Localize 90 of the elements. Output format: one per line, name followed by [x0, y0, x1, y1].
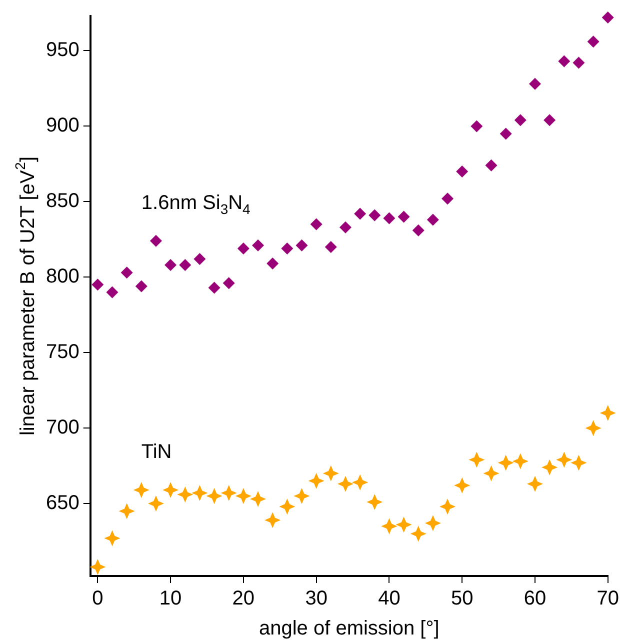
point	[296, 239, 308, 252]
point	[556, 452, 572, 468]
point	[179, 259, 192, 272]
point	[177, 486, 194, 502]
point	[426, 214, 439, 226]
point	[366, 494, 383, 510]
point	[585, 420, 602, 436]
point	[279, 498, 296, 515]
point	[235, 488, 252, 504]
point	[308, 472, 324, 489]
point	[602, 12, 614, 24]
point	[281, 242, 294, 254]
point	[135, 280, 148, 292]
point	[294, 488, 310, 504]
point	[381, 518, 398, 534]
point	[514, 114, 526, 126]
point	[600, 404, 616, 421]
point	[526, 476, 543, 492]
x-tick-label: 0	[92, 588, 104, 610]
x-tick-label: 40	[378, 588, 400, 610]
x-axis-title: angle of emission [°]	[258, 618, 440, 640]
point	[396, 516, 412, 533]
point	[118, 503, 135, 520]
point	[237, 242, 250, 254]
point	[354, 208, 366, 220]
point	[120, 266, 133, 279]
point	[266, 258, 279, 270]
point	[544, 114, 556, 126]
point	[587, 36, 600, 48]
y-tick-label: 800	[46, 266, 80, 288]
point	[106, 286, 118, 298]
point	[440, 498, 456, 515]
point	[468, 452, 485, 468]
point	[148, 496, 164, 512]
point	[104, 530, 120, 546]
x-tick-label: 20	[232, 588, 255, 610]
point	[412, 224, 424, 236]
point	[512, 453, 528, 470]
point	[324, 240, 337, 253]
series-label: TiN	[141, 440, 172, 463]
y-axis-title: linear parameter B of U2T [eV2]	[12, 156, 39, 436]
point	[485, 159, 498, 172]
point	[339, 221, 352, 234]
point	[310, 218, 322, 230]
point	[542, 459, 558, 476]
point	[208, 282, 220, 294]
point	[222, 277, 235, 290]
point	[264, 512, 281, 528]
point	[162, 482, 179, 498]
x-tick-label: 50	[450, 588, 474, 610]
point	[570, 454, 587, 471]
point	[150, 234, 162, 247]
point	[498, 454, 514, 471]
point	[398, 210, 410, 223]
point	[528, 78, 541, 90]
point	[383, 212, 396, 224]
x-tick-label: 60	[524, 588, 546, 610]
point	[410, 526, 426, 542]
y-tick-label: 900	[46, 114, 80, 137]
point	[424, 515, 441, 532]
point	[322, 465, 339, 482]
point	[250, 491, 266, 508]
point	[337, 476, 354, 492]
point	[483, 465, 500, 482]
point	[454, 477, 470, 494]
y-tick-label: 700	[46, 416, 80, 439]
point	[352, 474, 368, 490]
y-tick-label: 950	[46, 39, 80, 62]
point	[133, 482, 150, 498]
point	[194, 253, 206, 266]
point	[206, 488, 222, 504]
y-tick-label: 750	[46, 341, 80, 364]
point	[192, 484, 208, 501]
point	[164, 259, 177, 272]
point	[500, 128, 512, 140]
y-tick-label: 850	[46, 190, 80, 212]
point	[456, 165, 468, 178]
x-tick-label: 70	[596, 588, 619, 610]
point	[92, 278, 104, 291]
point	[368, 209, 381, 222]
point	[220, 484, 237, 501]
point	[90, 558, 106, 575]
point	[572, 56, 585, 69]
point	[252, 239, 264, 252]
point	[470, 120, 483, 132]
x-tick-label: 30	[305, 588, 328, 610]
x-tick-label: 10	[159, 588, 182, 610]
point	[442, 192, 454, 205]
y-tick-label: 650	[46, 492, 80, 514]
point	[558, 55, 570, 68]
